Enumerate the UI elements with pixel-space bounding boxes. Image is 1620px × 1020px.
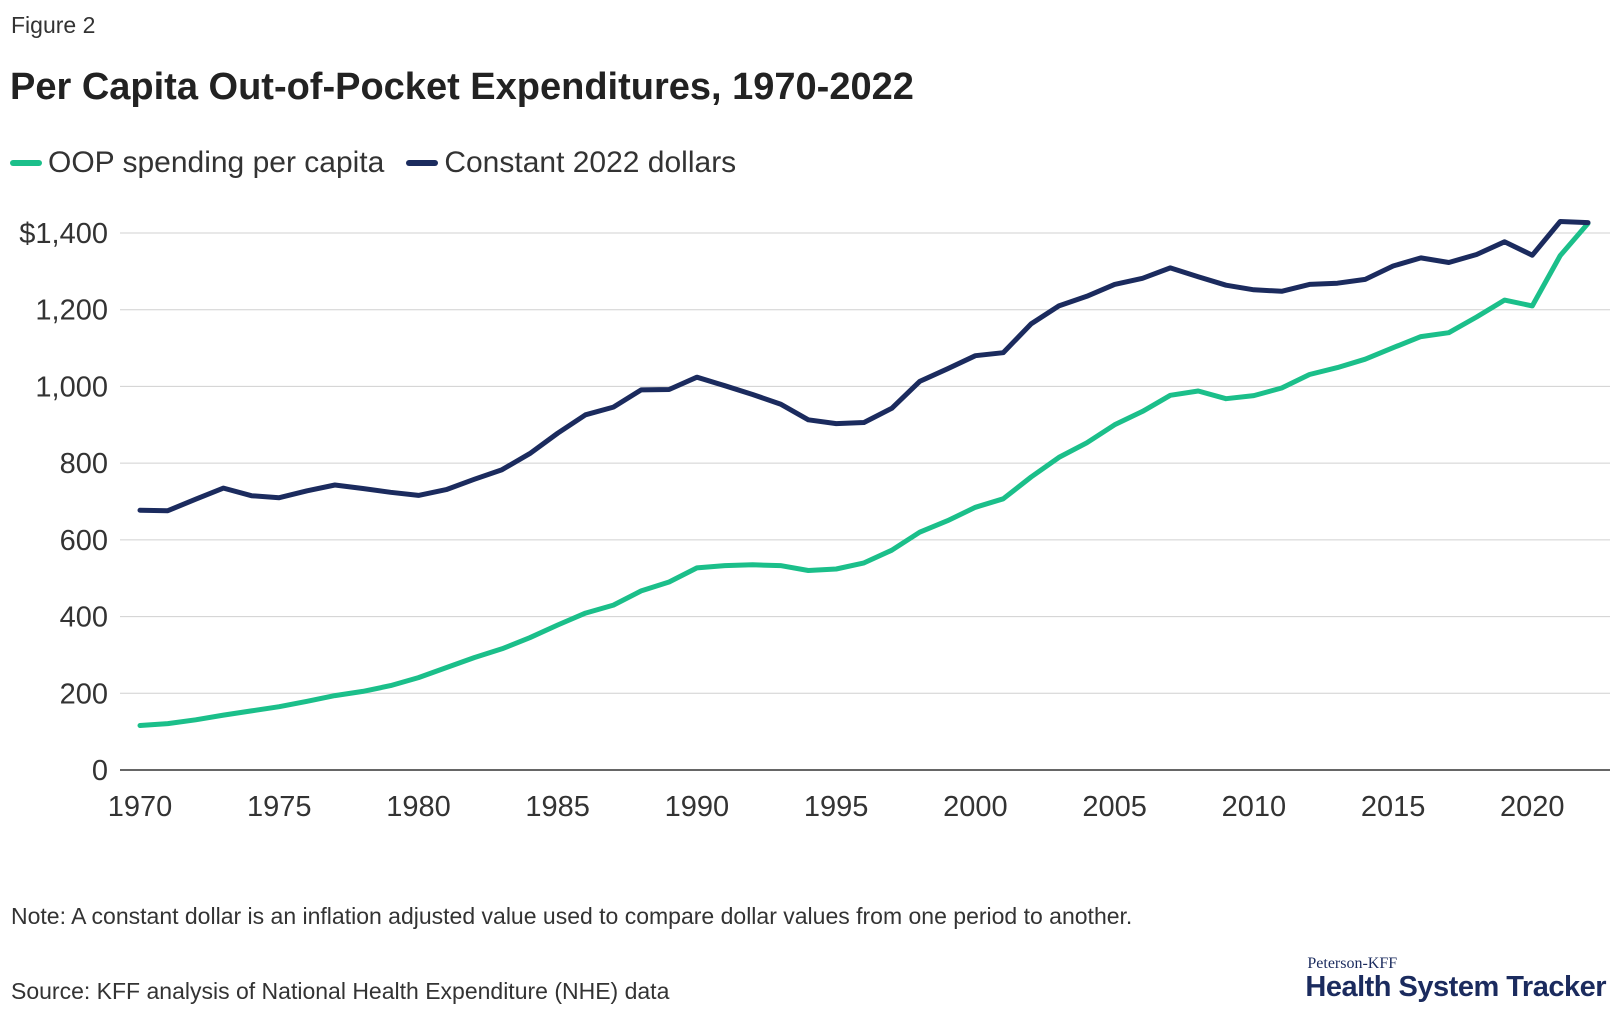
chart-title: Per Capita Out-of-Pocket Expenditures, 1… — [10, 66, 914, 108]
y-tick-label: 0 — [92, 755, 108, 787]
y-tick-label: 600 — [60, 525, 108, 557]
chart-legend: OOP spending per capita Constant 2022 do… — [10, 146, 758, 180]
legend-swatch-oop — [10, 160, 42, 166]
legend-label-oop: OOP spending per capita — [48, 146, 385, 179]
x-tick-label: 2015 — [1361, 791, 1426, 823]
y-tick-label: 400 — [60, 602, 108, 634]
gridlines — [120, 232, 1610, 771]
series-line-constant-dollars — [137, 219, 1591, 514]
legend-swatch-constant — [406, 160, 439, 166]
x-tick-label: 2010 — [1222, 791, 1287, 823]
y-tick-label: 1,000 — [35, 371, 108, 403]
x-tick-label: 1975 — [247, 791, 312, 823]
y-tick-label: 200 — [60, 678, 108, 710]
brand-logo: Peterson-KFF Health System Tracker — [1305, 955, 1606, 1004]
x-tick-label: 1990 — [665, 791, 730, 823]
x-tick-label: 1980 — [386, 791, 451, 823]
series-line-oop — [137, 220, 1591, 728]
brand-logo-main-text: Health System Tracker — [1305, 971, 1606, 1003]
series-lines — [137, 219, 1591, 728]
x-axis-tick-labels: 1970 1975 1980 1985 1990 1995 2000 2005 2010 2015… — [108, 791, 1565, 823]
x-tick-label: 1995 — [804, 791, 869, 823]
brand-logo-small-text: Peterson-KFF — [1307, 955, 1398, 972]
legend-item-constant: Constant 2022 dollars — [406, 146, 736, 180]
x-tick-label: 1985 — [525, 791, 590, 823]
x-tick-label: 2005 — [1082, 791, 1147, 823]
chart-source: Source: KFF analysis of National Health … — [11, 978, 670, 1004]
figure-label: Figure 2 — [11, 12, 96, 38]
legend-label-constant: Constant 2022 dollars — [444, 146, 737, 179]
legend-item-oop: OOP spending per capita — [10, 146, 384, 180]
x-tick-label: 1970 — [108, 791, 173, 823]
y-tick-label: 1,200 — [35, 295, 108, 327]
y-tick-label: $1,400 — [19, 218, 108, 250]
chart-note: Note: A constant dollar is an inflation … — [11, 903, 1133, 929]
x-tick-label: 2000 — [943, 791, 1008, 823]
y-tick-label: 800 — [60, 448, 108, 480]
x-tick-label: 2020 — [1500, 791, 1565, 823]
y-axis-tick-labels: 0 200 400 600 800 1,000 1,200 $1,400 — [19, 218, 108, 787]
